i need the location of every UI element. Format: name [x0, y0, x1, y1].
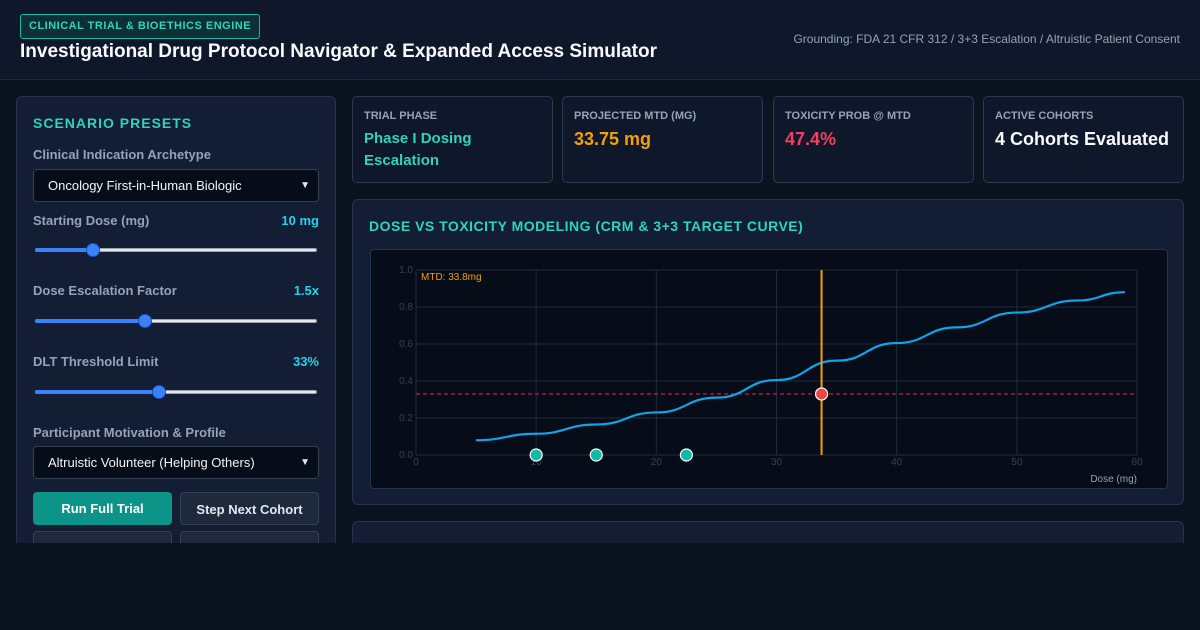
starting-dose-slider[interactable] — [33, 243, 319, 257]
projected-mtd-card: PROJECTED MTD (MG) 33.75 mg — [562, 96, 763, 183]
starting-dose-label: Starting Dose (mg) — [33, 213, 150, 228]
x-tick-label: 0 — [413, 457, 419, 468]
escalation-factor-value: 1.5x — [293, 283, 319, 298]
cohort-point — [679, 448, 693, 462]
y-tick-label: 1.0 — [399, 265, 413, 276]
x-tick-label: 10 — [531, 457, 543, 468]
cohort-point — [529, 448, 543, 462]
x-tick-label: 40 — [891, 457, 903, 468]
dose-toxicity-chart-panel: DOSE VS TOXICITY MODELING (CRM & 3+3 TAR… — [352, 199, 1184, 505]
dlt-threshold-label: DLT Threshold Limit — [33, 354, 159, 369]
slider-thumb[interactable] — [86, 243, 101, 257]
cohort-point — [589, 448, 603, 462]
card-label: TRIAL PHASE — [364, 110, 438, 122]
trial-phase-card: TRIAL PHASE Phase I Dosing Escalation — [352, 96, 553, 183]
trial-phase-value: Phase I Dosing Escalation — [364, 130, 472, 169]
toxicity-prob-value: 47.4% — [785, 129, 837, 149]
escalation-factor-label: Dose Escalation Factor — [33, 283, 177, 298]
app-header: CLINICAL TRIAL & BIOETHICS ENGINE Invest… — [0, 0, 1200, 80]
chevron-down-icon: ▼ — [300, 457, 310, 468]
page-background — [0, 543, 1200, 630]
x-tick-label: 20 — [651, 457, 663, 468]
motivation-label: Participant Motivation & Profile — [33, 425, 226, 440]
y-tick-label: 0.6 — [399, 339, 413, 350]
y-tick-label: 0.0 — [399, 450, 413, 461]
y-tick-label: 0.2 — [399, 413, 413, 424]
dose-toxicity-chart: 0 10 20 30 40 50 60 0.0 0.2 0.4 0.6 0.8 1.0 MTD: 33.8… — [370, 249, 1168, 489]
card-label: TOXICITY PROB @ MTD — [785, 110, 911, 122]
slider-fill — [35, 390, 159, 394]
step-next-cohort-button[interactable]: Step Next Cohort — [180, 492, 319, 525]
run-full-trial-button[interactable]: Run Full Trial — [33, 492, 172, 525]
y-tick-label: 0.8 — [399, 302, 413, 313]
y-tick-label: 0.4 — [399, 376, 413, 387]
panel-title: SCENARIO PRESETS — [33, 115, 193, 131]
mtd-point — [814, 387, 829, 401]
archetype-selected-value: Oncology First-in-Human Biologic — [48, 178, 242, 193]
dlt-threshold-value: 33% — [292, 354, 319, 369]
toxicity-prob-card: TOXICITY PROB @ MTD 47.4% — [773, 96, 974, 183]
archetype-label: Clinical Indication Archetype — [33, 147, 211, 162]
active-cohorts-value: 4 Cohorts Evaluated — [995, 129, 1170, 149]
page-title: Investigational Drug Protocol Navigator … — [20, 41, 657, 62]
dlt-threshold-slider[interactable] — [33, 385, 319, 399]
slider-thumb[interactable] — [151, 385, 166, 399]
escalation-factor-slider[interactable] — [33, 314, 319, 328]
motivation-selected-value: Altruistic Volunteer (Helping Others) — [48, 455, 255, 470]
slider-fill — [35, 248, 94, 252]
mtd-label: MTD: 33.8mg — [421, 272, 482, 283]
grounding-note: Grounding: FDA 21 CFR 312 / 3+3 Escalati… — [793, 32, 1180, 46]
x-axis-label: Dose (mg) — [1090, 474, 1137, 485]
slider-thumb[interactable] — [137, 314, 152, 328]
engine-badge: CLINICAL TRIAL & BIOETHICS ENGINE — [20, 14, 261, 39]
chevron-down-icon: ▼ — [300, 180, 310, 191]
projected-mtd-value: 33.75 mg — [574, 129, 652, 149]
scenario-presets-panel: SCENARIO PRESETS Clinical Indication Arc… — [16, 96, 336, 556]
chart-svg: 0 10 20 30 40 50 60 0.0 0.2 0.4 0.6 0.8 1.0 MTD: 33.8… — [399, 265, 1143, 485]
slider-fill — [35, 319, 145, 323]
motivation-select[interactable]: Altruistic Volunteer (Helping Others) ▼ — [33, 446, 319, 479]
starting-dose-value: 10 mg — [281, 213, 319, 228]
active-cohorts-card: ACTIVE COHORTS 4 Cohorts Evaluated — [983, 96, 1184, 183]
card-label: PROJECTED MTD (MG) — [574, 110, 697, 122]
x-tick-label: 30 — [771, 457, 783, 468]
x-tick-label: 50 — [1011, 457, 1023, 468]
chart-title: DOSE VS TOXICITY MODELING (CRM & 3+3 TAR… — [369, 218, 804, 234]
toxicity-curve — [476, 291, 1125, 442]
archetype-select[interactable]: Oncology First-in-Human Biologic ▼ — [33, 169, 319, 202]
card-label: ACTIVE COHORTS — [995, 110, 1094, 122]
x-tick-label: 60 — [1131, 457, 1143, 468]
